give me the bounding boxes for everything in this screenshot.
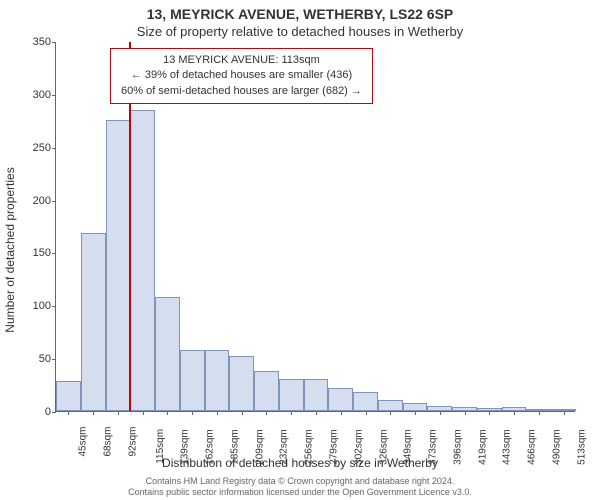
histogram-bar [328,388,353,411]
histogram-bar [403,403,428,411]
y-tick-label: 350 [16,36,56,48]
info-line-2: ← 39% of detached houses are smaller (43… [121,68,362,83]
y-tick-mark [52,201,56,202]
x-tick-mark [465,411,466,415]
x-tick-mark [266,411,267,415]
footer-line-1: Contains HM Land Registry data © Crown c… [0,476,600,487]
histogram-bar [56,381,81,411]
y-axis-label: Number of detached properties [3,167,17,332]
y-tick-label: 0 [16,406,56,418]
chart-title-main: 13, MEYRICK AVENUE, WETHERBY, LS22 6SP [0,6,600,22]
x-tick-mark [514,411,515,415]
x-tick-mark [440,411,441,415]
histogram-bar [155,297,180,411]
x-tick-mark [93,411,94,415]
x-tick-mark [489,411,490,415]
x-axis-label: Distribution of detached houses by size … [0,456,600,470]
x-tick-label: 68sqm [103,427,114,457]
y-tick-mark [52,306,56,307]
x-tick-mark [217,411,218,415]
histogram-bar [229,356,254,411]
y-tick-mark [52,253,56,254]
y-tick-label: 150 [16,247,56,259]
y-tick-mark [52,95,56,96]
x-tick-mark [291,411,292,415]
y-tick-mark [52,359,56,360]
y-tick-mark [52,42,56,43]
x-tick-mark [415,411,416,415]
histogram-bar [378,400,403,411]
histogram-bar [130,110,155,411]
info-line-3: 60% of semi-detached houses are larger (… [121,84,362,99]
y-tick-label: 200 [16,195,56,207]
x-tick-mark [366,411,367,415]
info-box: 13 MEYRICK AVENUE: 113sqm ← 39% of detac… [110,48,373,104]
histogram-bar [353,392,378,411]
chart-title-sub: Size of property relative to detached ho… [0,24,600,39]
x-tick-mark [118,411,119,415]
footer: Contains HM Land Registry data © Crown c… [0,476,600,498]
x-tick-mark [316,411,317,415]
y-tick-label: 300 [16,89,56,101]
x-tick-mark [192,411,193,415]
x-tick-mark [341,411,342,415]
histogram-bar [304,379,329,411]
x-tick-label: 92sqm [127,427,138,457]
x-tick-mark [143,411,144,415]
x-tick-mark [242,411,243,415]
histogram-bar [279,379,304,411]
x-tick-mark [167,411,168,415]
x-tick-mark [564,411,565,415]
y-tick-label: 100 [16,300,56,312]
y-tick-label: 250 [16,142,56,154]
histogram-bar [106,120,131,411]
x-tick-mark [539,411,540,415]
info-line-1: 13 MEYRICK AVENUE: 113sqm [121,53,362,68]
x-tick-mark [390,411,391,415]
histogram-bar [205,350,230,411]
histogram-bar [81,233,106,411]
histogram-bar [180,350,205,411]
y-tick-mark [52,412,56,413]
y-tick-label: 50 [16,353,56,365]
x-tick-mark [68,411,69,415]
footer-line-2: Contains public sector information licen… [0,487,600,498]
x-tick-label: 45sqm [78,427,89,457]
histogram-bar [254,371,279,411]
y-tick-mark [52,148,56,149]
